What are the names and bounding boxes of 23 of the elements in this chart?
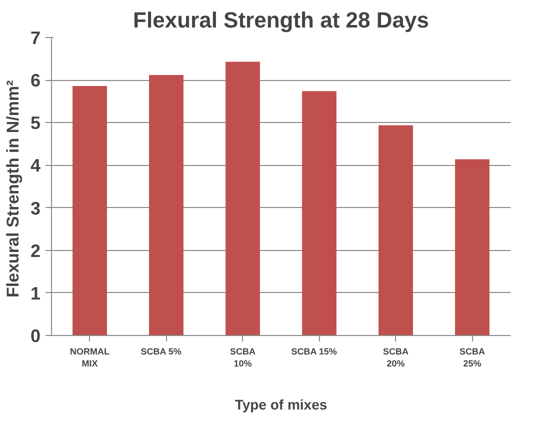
y-tick-label: 6: [30, 70, 41, 91]
x-axis-title: Type of mixes: [234, 396, 328, 412]
x-tick-label: SCBA 20%: [383, 346, 409, 368]
y-tick-label: 3: [30, 198, 41, 218]
bar: [378, 125, 413, 336]
x-tick-label: SCBA 25%: [460, 346, 486, 368]
chart-title: Flexural Strength at 28 Days: [133, 8, 429, 32]
y-tick-label: 2: [30, 240, 41, 261]
bar: [226, 62, 260, 336]
bar: [302, 91, 336, 336]
y-tick-label: 0: [30, 326, 41, 346]
y-tick-label: 5: [30, 113, 41, 134]
x-tick-label: SCBA 10%: [230, 346, 256, 368]
y-tick-label: 7: [30, 28, 41, 48]
x-tick-label: NORMAL MIX: [70, 346, 110, 368]
y-tick-label: 1: [30, 283, 41, 304]
y-axis-title: Flexural Strength in N/mm²: [3, 80, 22, 298]
x-tick-label: SCBA 5%: [140, 346, 182, 356]
bar: [72, 86, 107, 336]
x-tick-label: SCBA 15%: [291, 346, 337, 356]
y-tick-label: 4: [30, 156, 41, 176]
bar: [149, 74, 184, 336]
bar: [455, 159, 490, 336]
